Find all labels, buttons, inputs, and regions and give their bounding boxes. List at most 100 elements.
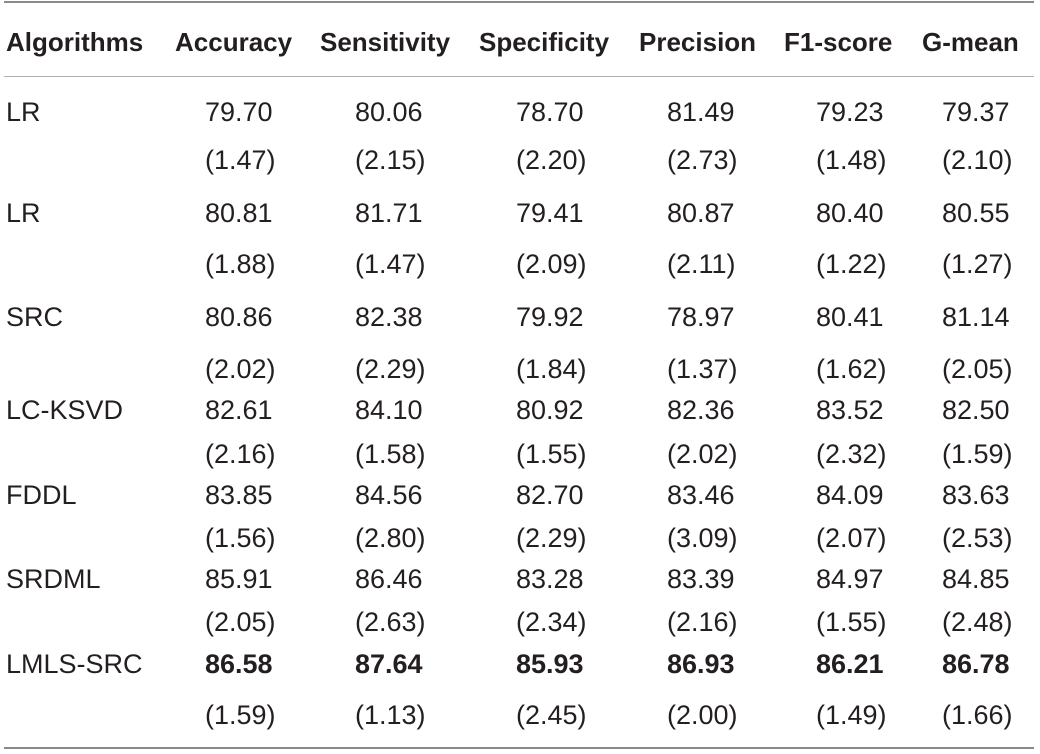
cell-sd: (2.73) <box>667 145 738 175</box>
cell-sd: (2.00) <box>667 700 738 730</box>
cell-sd: (1.66) <box>942 700 1013 730</box>
cell-value-best: 85.93 <box>516 649 584 679</box>
header-specificity: Specificity <box>479 27 610 57</box>
cell-value: 79.41 <box>516 198 584 228</box>
cell-sd: (1.84) <box>516 354 587 384</box>
cell-sd: (2.48) <box>942 607 1013 637</box>
cell-value: 83.52 <box>816 395 884 425</box>
cell-value: 78.97 <box>667 302 735 332</box>
cell-value: 82.50 <box>942 395 1010 425</box>
cell-value: 79.37 <box>942 97 1010 127</box>
cell-sd: (2.07) <box>816 523 887 553</box>
cell-sd: (1.47) <box>205 145 276 175</box>
cell-sd: (2.11) <box>667 249 736 279</box>
cell-sd: (2.63) <box>355 607 426 637</box>
cell-sd: (1.62) <box>816 354 887 384</box>
cell-value: 80.55 <box>942 198 1010 228</box>
cell-value: 82.36 <box>667 395 735 425</box>
header-sensitivity: Sensitivity <box>320 27 451 57</box>
cell-sd: (1.13) <box>355 700 426 730</box>
cell-sd: (3.09) <box>667 523 738 553</box>
cell-value: 80.92 <box>516 395 584 425</box>
cell-sd: (2.34) <box>516 607 587 637</box>
cell-sd: (1.22) <box>816 249 887 279</box>
cell-value: 83.28 <box>516 564 584 594</box>
cell-value: 80.81 <box>205 198 273 228</box>
cell-value: 81.49 <box>667 97 735 127</box>
cell-sd: (1.59) <box>205 700 276 730</box>
header-f1-score: F1-score <box>784 27 893 57</box>
row-name: LMLS-SRC <box>6 649 143 679</box>
cell-sd: (1.59) <box>942 439 1013 469</box>
cell-sd: (1.37) <box>667 354 738 384</box>
cell-value: 80.87 <box>667 198 735 228</box>
cell-sd: (2.29) <box>516 523 587 553</box>
cell-value: 82.70 <box>516 480 584 510</box>
cell-value: 83.39 <box>667 564 735 594</box>
cell-sd: (2.05) <box>942 354 1013 384</box>
cell-sd: (2.15) <box>355 145 426 175</box>
cell-value: 79.70 <box>205 97 273 127</box>
cell-sd: (1.58) <box>355 439 426 469</box>
header-precision: Precision <box>639 27 757 57</box>
cell-sd: (2.32) <box>816 439 887 469</box>
cell-value-best: 86.78 <box>942 649 1010 679</box>
cell-sd: (2.16) <box>205 439 276 469</box>
header-rule <box>4 76 1034 77</box>
row-name: LC-KSVD <box>6 395 124 425</box>
cell-sd: (1.48) <box>816 145 887 175</box>
cell-sd: (2.02) <box>667 439 738 469</box>
row-name: LR <box>6 198 41 228</box>
cell-value: 82.61 <box>205 395 273 425</box>
cell-value: 79.23 <box>816 97 884 127</box>
cell-sd: (2.53) <box>942 523 1013 553</box>
cell-sd: (1.27) <box>942 249 1013 279</box>
cell-sd: (2.10) <box>942 145 1013 175</box>
cell-value-best: 87.64 <box>355 649 423 679</box>
cell-value: 83.63 <box>942 480 1010 510</box>
cell-sd: (2.29) <box>355 354 426 384</box>
cell-sd: (2.05) <box>205 607 276 637</box>
cell-value: 83.46 <box>667 480 735 510</box>
row-name: SRC <box>6 302 64 332</box>
cell-value: 84.97 <box>816 564 884 594</box>
cell-value-best: 86.58 <box>205 649 273 679</box>
row-name: FDDL <box>6 480 77 510</box>
cell-sd: (1.55) <box>516 439 587 469</box>
top-rule <box>4 1 1034 3</box>
cell-value: 78.70 <box>516 97 584 127</box>
cell-value: 84.09 <box>816 480 884 510</box>
bottom-rule <box>4 747 1034 749</box>
cell-value: 83.85 <box>205 480 273 510</box>
cell-value: 82.38 <box>355 302 423 332</box>
cell-value-best: 86.21 <box>816 649 884 679</box>
cell-sd: (1.56) <box>205 523 276 553</box>
cell-sd: (1.55) <box>816 607 887 637</box>
cell-value-best: 86.93 <box>667 649 735 679</box>
cell-value: 84.85 <box>942 564 1010 594</box>
row-name: SRDML <box>6 564 101 594</box>
header-accuracy: Accuracy <box>175 27 293 57</box>
cell-sd: (2.16) <box>667 607 738 637</box>
header-g-mean: G-mean <box>922 27 1019 57</box>
cell-value: 86.46 <box>355 564 423 594</box>
cell-value: 80.40 <box>816 198 884 228</box>
cell-value: 80.86 <box>205 302 273 332</box>
cell-value: 80.06 <box>355 97 423 127</box>
cell-sd: (2.02) <box>205 354 276 384</box>
cell-sd: (2.20) <box>516 145 587 175</box>
cell-sd: (2.80) <box>355 523 426 553</box>
header-algorithms: Algorithms <box>6 27 144 57</box>
cell-value: 80.41 <box>816 302 884 332</box>
cell-sd: (1.47) <box>355 249 426 279</box>
cell-sd: (1.49) <box>816 700 887 730</box>
cell-value: 84.56 <box>355 480 423 510</box>
cell-value: 81.71 <box>355 198 423 228</box>
cell-sd: (2.45) <box>516 700 587 730</box>
cell-sd: (2.09) <box>516 249 587 279</box>
cell-sd: (1.88) <box>205 249 276 279</box>
cell-value: 84.10 <box>355 395 423 425</box>
row-name: LR <box>6 97 41 127</box>
cell-value: 81.14 <box>942 302 1010 332</box>
cell-value: 85.91 <box>205 564 273 594</box>
